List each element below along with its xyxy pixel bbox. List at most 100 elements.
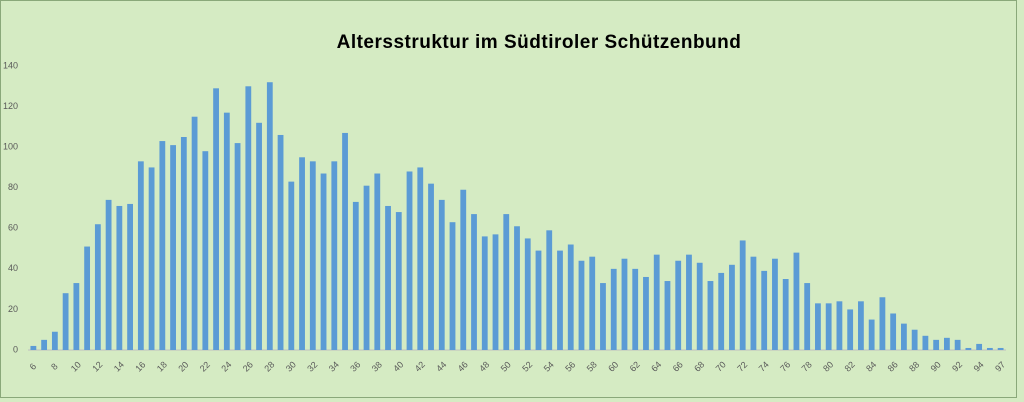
bar xyxy=(503,214,510,350)
bar xyxy=(299,157,305,350)
y-tick-label: 140 xyxy=(3,60,18,70)
bar xyxy=(567,244,574,350)
bar xyxy=(557,250,563,350)
bar xyxy=(320,173,327,350)
bar xyxy=(245,86,252,351)
bar xyxy=(933,339,940,350)
bar xyxy=(793,252,800,350)
bar xyxy=(266,82,273,350)
bar xyxy=(234,143,241,350)
bar xyxy=(524,238,531,350)
bar xyxy=(675,260,682,350)
x-tick-label: 8 xyxy=(49,361,60,372)
bar xyxy=(954,339,961,350)
bar xyxy=(632,268,639,350)
bar xyxy=(191,116,198,350)
bar xyxy=(879,297,886,350)
bar xyxy=(997,347,1004,350)
bar xyxy=(223,112,230,351)
y-tick-label: 120 xyxy=(3,101,18,111)
bar xyxy=(395,212,402,350)
bar xyxy=(739,240,746,350)
bar xyxy=(137,161,144,350)
bar xyxy=(180,137,187,350)
bar xyxy=(911,329,918,350)
bar xyxy=(600,283,606,350)
bar xyxy=(707,281,714,350)
bar xyxy=(352,201,359,350)
bar xyxy=(643,276,649,350)
bar xyxy=(621,258,628,350)
bar xyxy=(342,132,348,350)
bar xyxy=(578,260,585,350)
bar xyxy=(514,226,520,350)
y-tick-label: 40 xyxy=(8,263,18,273)
y-tick-label: 100 xyxy=(3,142,18,152)
bar xyxy=(127,203,134,350)
bar xyxy=(460,189,467,350)
bar xyxy=(900,323,907,350)
bar xyxy=(51,331,58,350)
y-tick-label: 80 xyxy=(8,182,18,192)
bar xyxy=(858,301,864,350)
bar xyxy=(30,345,37,350)
bar xyxy=(41,339,48,350)
bar xyxy=(890,313,897,350)
bar xyxy=(546,230,553,350)
bar xyxy=(868,319,875,350)
bar xyxy=(653,254,660,350)
bar xyxy=(406,171,413,350)
x-tick-label: 6 xyxy=(28,361,39,372)
y-tick-label: 60 xyxy=(8,223,18,233)
chart-title: Altersstruktur im Südtiroler Schützenbun… xyxy=(337,32,742,53)
y-tick-label: 0 xyxy=(13,344,18,354)
bar xyxy=(449,222,456,350)
bar xyxy=(170,145,176,350)
bar xyxy=(772,258,778,350)
bar xyxy=(309,161,316,350)
bar xyxy=(148,167,155,350)
y-tick-label: 20 xyxy=(8,304,18,314)
bar xyxy=(986,347,993,350)
bar xyxy=(492,234,499,350)
bar xyxy=(696,262,703,350)
bar xyxy=(943,337,950,350)
bar xyxy=(535,250,542,350)
bar xyxy=(825,303,832,350)
bar xyxy=(664,281,671,350)
bar xyxy=(965,347,972,350)
bar xyxy=(836,301,843,350)
bar xyxy=(288,181,295,350)
bar xyxy=(804,283,811,350)
bar xyxy=(84,246,91,350)
bar xyxy=(718,272,725,350)
bar xyxy=(363,185,370,350)
bar xyxy=(62,293,69,350)
bar xyxy=(116,205,123,350)
bar xyxy=(815,303,821,350)
bar xyxy=(782,279,789,350)
bar xyxy=(471,214,477,350)
bar xyxy=(94,224,101,350)
bar xyxy=(610,268,617,350)
bar xyxy=(105,199,112,350)
bar xyxy=(686,254,692,350)
bar xyxy=(761,270,768,350)
bar xyxy=(589,256,596,350)
bar xyxy=(213,88,219,351)
bar xyxy=(256,122,262,350)
bar xyxy=(438,199,445,350)
bar xyxy=(481,236,488,350)
bar xyxy=(159,141,166,350)
bar xyxy=(73,283,80,350)
bar xyxy=(277,134,284,350)
bar xyxy=(976,343,983,350)
bar xyxy=(729,264,735,350)
bar xyxy=(922,335,929,350)
bar xyxy=(202,151,209,350)
bar xyxy=(417,167,424,350)
bar xyxy=(374,173,381,350)
bar xyxy=(750,256,757,350)
